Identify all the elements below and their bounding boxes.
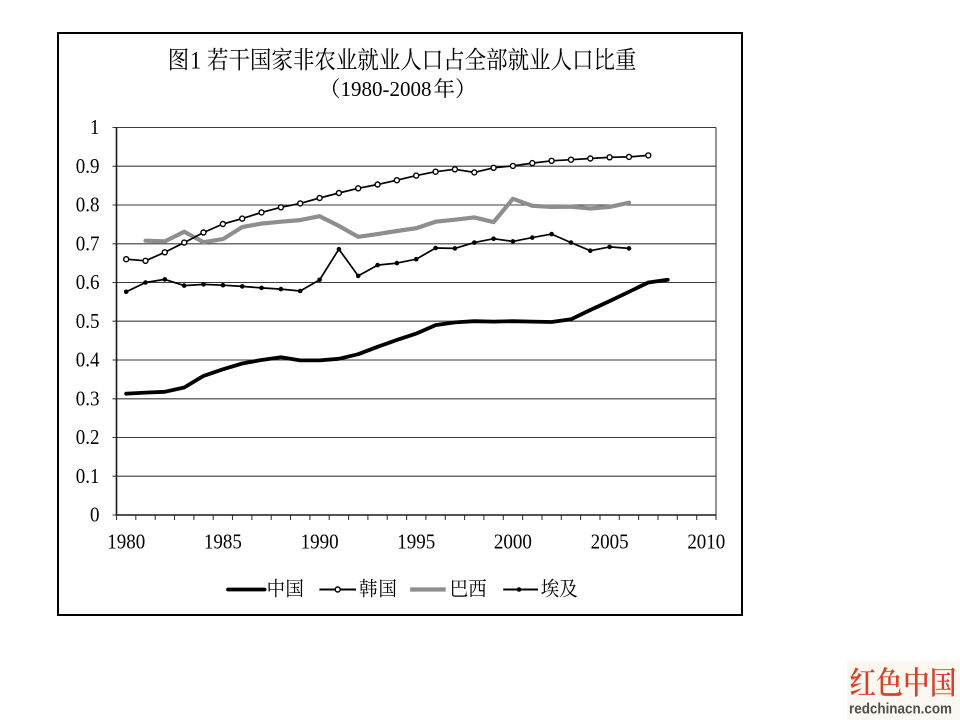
svg-text:0.2: 0.2	[76, 426, 100, 449]
svg-text:1: 1	[190, 47, 201, 75]
svg-text:2010: 2010	[687, 531, 725, 554]
svg-text:0.7: 0.7	[76, 233, 100, 256]
svg-text:0.6: 0.6	[76, 271, 100, 294]
svg-text:1995: 1995	[397, 531, 435, 554]
svg-text:0: 0	[90, 504, 99, 527]
svg-text:2005: 2005	[591, 531, 629, 554]
svg-text:1980-2008: 1980-2008	[341, 77, 432, 101]
svg-text:0.9: 0.9	[76, 155, 100, 178]
svg-text:1990: 1990	[301, 531, 339, 554]
svg-text:redchinacn.com: redchinacn.com	[849, 702, 952, 718]
svg-text:0.8: 0.8	[76, 194, 100, 217]
svg-text:0.3: 0.3	[76, 388, 100, 411]
svg-text:1: 1	[90, 116, 99, 139]
svg-text:0.1: 0.1	[76, 465, 100, 488]
svg-text:1985: 1985	[204, 531, 242, 554]
svg-text:0.4: 0.4	[76, 349, 100, 372]
svg-text:1980: 1980	[107, 531, 145, 554]
svg-text:0.5: 0.5	[76, 310, 100, 333]
svg-text:2000: 2000	[494, 531, 532, 554]
